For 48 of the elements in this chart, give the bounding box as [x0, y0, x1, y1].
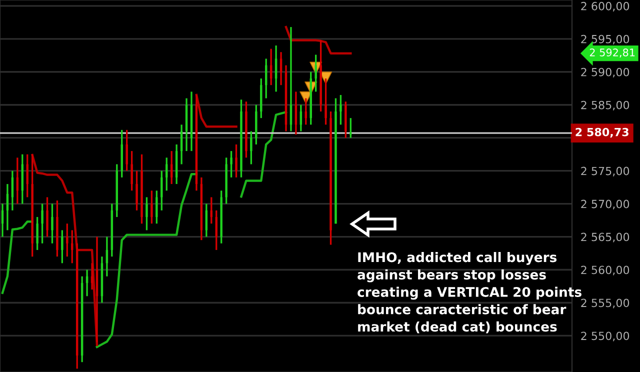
- candlestick: [46, 196, 48, 238]
- candlestick: [230, 150, 232, 178]
- candlestick: [130, 150, 133, 192]
- candlestick: [26, 154, 28, 198]
- candlestick: [324, 78, 327, 126]
- candlestick: [66, 222, 68, 258]
- candlestick: [340, 94, 342, 126]
- y-tick-label: 2 585,00: [581, 100, 630, 110]
- candlestick: [160, 170, 163, 212]
- y-tick-label: 2 600,00: [581, 2, 630, 12]
- candlestick: [330, 110, 332, 246]
- y-tick-label: 2 550,00: [581, 332, 630, 342]
- candlestick: [274, 44, 278, 93]
- candlestick: [156, 190, 158, 224]
- y-tick-label: 2 560,00: [581, 266, 630, 276]
- candlestick: [250, 130, 252, 166]
- annotation: IMHO, addicted call buyers against bears stop losses creating a VERTICAL 20 points bounce caracteristic of bear market (dead cat) bounces: [358, 252, 582, 334]
- candlestick: [136, 170, 138, 212]
- ref-line-label: 2 580,73: [576, 128, 628, 138]
- candlestick: [51, 202, 54, 244]
- y-tick-label: 2 555,00: [581, 298, 630, 308]
- y-tick-label: 2 570,00: [581, 200, 630, 210]
- y-tick-label: 2 590,00: [581, 68, 630, 78]
- candlestick: [350, 117, 352, 139]
- y-tick-label: 2 565,00: [581, 232, 630, 242]
- candlestick: [41, 202, 44, 244]
- candlestick: [126, 129, 128, 172]
- text: 2 592,81: [590, 48, 635, 58]
- candlestick: [225, 156, 228, 205]
- candlestick: [245, 100, 248, 158]
- candlestick: [344, 100, 347, 139]
- y-tick-label: 2 595,00: [581, 34, 630, 44]
- candlestick: [240, 98, 242, 178]
- candlestick: [334, 97, 337, 224]
- candlestick: [61, 229, 64, 264]
- candlestick: [235, 144, 238, 178]
- candlestick: [146, 196, 148, 232]
- candlestick: [56, 200, 58, 258]
- candlestick: [166, 156, 168, 192]
- y-tick-label: 2 575,00: [581, 166, 630, 176]
- candlestick: [36, 216, 38, 251]
- candlestick: [314, 54, 317, 93]
- candlestick: [215, 210, 218, 251]
- candlestick: [170, 150, 173, 185]
- candlestick: [280, 51, 282, 86]
- candlestick: [150, 190, 153, 224]
- candlestick: [320, 39, 322, 112]
- candlestick: [140, 154, 143, 224]
